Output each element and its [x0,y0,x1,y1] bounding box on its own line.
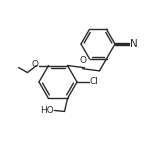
Text: O: O [80,56,87,65]
Text: Cl: Cl [90,78,98,86]
Text: N: N [130,39,138,49]
Text: O: O [31,60,38,69]
Text: HO: HO [40,106,54,115]
